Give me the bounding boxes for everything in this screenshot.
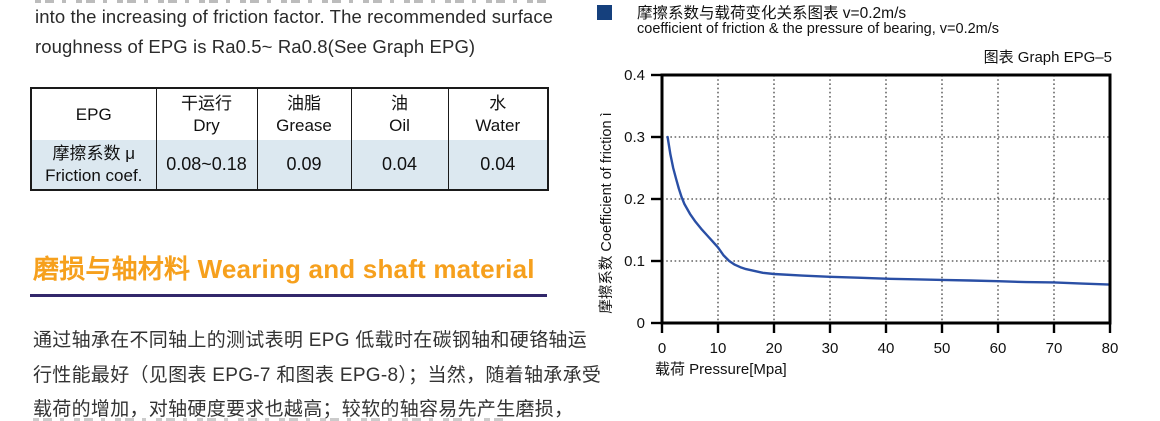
x-tick-label: 50 xyxy=(934,340,951,357)
x-tick-label: 30 xyxy=(822,340,839,357)
header-label: EPG xyxy=(75,104,112,124)
friction-curve xyxy=(666,135,1112,286)
body-paragraph-line: 通过轴承在不同轴上的测试表明 EPG 低载时在碳钢轴和硬铬轴运 xyxy=(33,330,587,351)
row-label-en: Friction coef. xyxy=(45,166,143,185)
section-divider xyxy=(30,294,547,297)
header-label-en: Grease xyxy=(276,116,332,135)
plot-border xyxy=(660,73,1112,325)
intro-paragraph-line: roughness of EPG is Ra0.5~ Ra0.8(See Gra… xyxy=(35,36,476,57)
y-tick-label: 0.2 xyxy=(624,191,645,208)
friction-value: 0.09 xyxy=(286,154,322,174)
header-label-cn: 油脂 xyxy=(287,94,321,113)
y-tick-label: 0 xyxy=(637,315,645,332)
header-label-en: Dry xyxy=(193,116,220,135)
x-tick-label: 0 xyxy=(658,340,666,357)
clipped-text-fragment-top xyxy=(35,0,548,3)
friction-value: 0.08~0.18 xyxy=(166,154,247,174)
table-data-row: 摩擦系数 μ Friction coef. 0.08~0.18 0.09 0.0… xyxy=(31,140,548,190)
x-axis-title: 载荷 Pressure[Mpa] xyxy=(655,361,787,378)
y-tick-label: 0.3 xyxy=(624,129,645,146)
header-label-cn: 水 xyxy=(489,94,507,113)
table-header-row: EPG 干运行 Dry 油脂 Grease 油 Oil 水 Water xyxy=(31,88,548,140)
table-header-grease: 油脂 Grease xyxy=(256,88,351,140)
chart-title-cn: 摩擦系数与载荷变化关系图表 v=0.2m/s xyxy=(637,5,907,22)
section-heading: 磨损与轴材料 Wearing and shaft material xyxy=(33,254,535,284)
header-label-cn: 干运行 xyxy=(181,94,232,113)
y-tick-label: 0.4 xyxy=(624,67,645,84)
x-tick-label: 60 xyxy=(990,340,1007,357)
x-tick-label: 70 xyxy=(1046,340,1063,357)
table-header-epg: EPG xyxy=(31,88,156,140)
x-tick-label: 40 xyxy=(878,340,895,357)
value-cell-dry: 0.08~0.18 xyxy=(155,140,257,190)
friction-value: 0.04 xyxy=(480,154,516,174)
intro-paragraph-line: into the increasing of friction factor. … xyxy=(35,6,554,27)
header-label-cn: 油 xyxy=(391,94,408,113)
row-label-cn: 摩擦系数 μ xyxy=(52,144,136,163)
friction-value: 0.04 xyxy=(381,154,418,174)
y-axis-title: 摩擦系数 Coefficient of friction ì xyxy=(599,112,615,314)
x-tick-label: 80 xyxy=(1102,340,1119,357)
body-paragraph-line: 行性能最好（见图表 EPG-7 和图表 EPG-8）；当然，随着轴承承受 xyxy=(33,365,602,386)
row-label-cell: 摩擦系数 μ Friction coef. xyxy=(31,140,156,190)
x-tick-label: 20 xyxy=(766,340,783,357)
table-header-oil: 油 Oil xyxy=(350,88,448,140)
header-label-en: Water xyxy=(475,116,521,135)
value-cell-water: 0.04 xyxy=(447,140,548,190)
friction-coefficient-table: EPG 干运行 Dry 油脂 Grease 油 Oil 水 Water 摩擦系数… xyxy=(30,87,549,191)
legend-bullet-icon xyxy=(597,5,612,20)
header-label-en: Oil xyxy=(389,116,410,135)
value-cell-oil: 0.04 xyxy=(350,140,448,190)
body-paragraph-line: 载荷的增加，对轴硬度要求也越高；较软的轴容易先产生磨损， xyxy=(33,399,574,420)
table-header-dry: 干运行 Dry xyxy=(155,88,257,140)
clipped-text-fragment-bottom xyxy=(33,418,503,421)
chart-caption: 图表 Graph EPG–5 xyxy=(983,49,1112,66)
chart-title-en: coefficient of friction & the pressure o… xyxy=(637,21,1000,37)
value-cell-grease: 0.09 xyxy=(256,140,351,190)
table-header-water: 水 Water xyxy=(447,88,548,140)
y-tick-label: 0.1 xyxy=(624,253,645,270)
x-tick-label: 10 xyxy=(710,340,727,357)
friction-pressure-chart: 0 10 20 30 40 50 60 70 80 0 0.1 0.2 0.3 0.4 xyxy=(624,67,1119,357)
